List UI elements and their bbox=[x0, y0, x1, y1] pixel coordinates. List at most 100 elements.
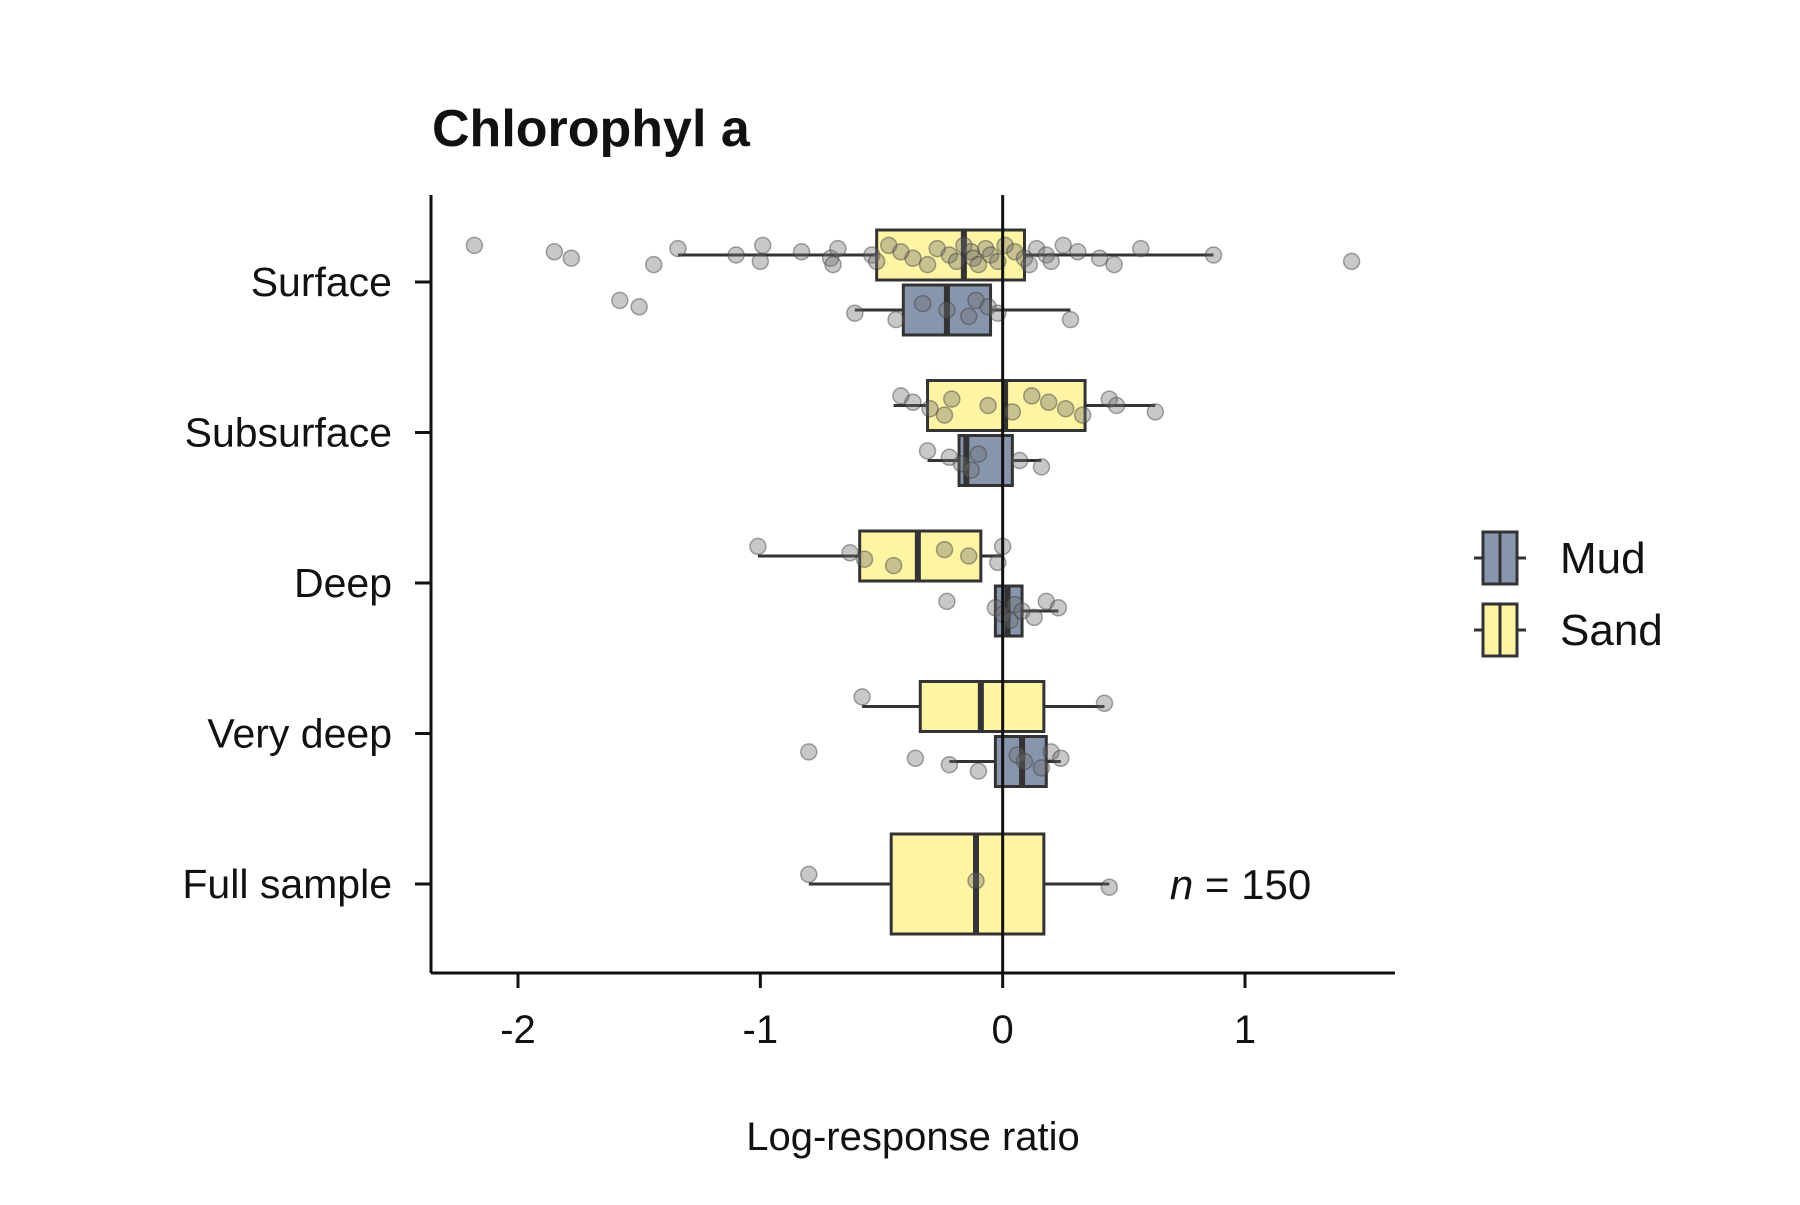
point-sand-full-sample bbox=[800, 865, 818, 884]
point-sand-surface bbox=[562, 249, 581, 267]
point-mud-deep bbox=[1037, 592, 1056, 611]
y-tick-label-full-sample: Full sample bbox=[182, 861, 392, 907]
x-axis-title: Log-response ratio bbox=[746, 1115, 1080, 1159]
point-sand-deep bbox=[884, 556, 903, 575]
point-sand-surface bbox=[644, 255, 663, 274]
y-tick-label-subsurface: Subsurface bbox=[185, 410, 392, 456]
point-mud-very-deep bbox=[906, 749, 925, 768]
point-sand-surface bbox=[754, 236, 772, 255]
point-mud-surface bbox=[938, 301, 956, 319]
point-sand-surface bbox=[928, 239, 946, 258]
point-sand-surface bbox=[1105, 255, 1123, 274]
point-mud-subsurface bbox=[940, 448, 959, 467]
box-sand-full-sample bbox=[889, 832, 1046, 936]
point-sand-surface bbox=[1037, 246, 1056, 264]
point-sand-surface bbox=[892, 243, 910, 261]
point-sand-subsurface bbox=[943, 390, 961, 408]
x-tick-label-0: 0 bbox=[992, 1008, 1014, 1052]
point-sand-surface bbox=[981, 246, 1000, 264]
point-sand-surface bbox=[964, 249, 983, 267]
point-sand-surface bbox=[867, 252, 886, 271]
point-sand-deep bbox=[855, 550, 874, 568]
point-mud-very-deep bbox=[1032, 759, 1051, 777]
point-mud-deep bbox=[1049, 599, 1068, 617]
point-sand-subsurface bbox=[1022, 387, 1041, 405]
point-sand-surface bbox=[918, 255, 937, 274]
point-sand-surface bbox=[863, 246, 881, 264]
box-sand-surface bbox=[875, 228, 1026, 282]
point-mud-surface bbox=[959, 307, 978, 326]
legend: Mud Sand bbox=[1474, 530, 1663, 658]
point-mud-subsurface bbox=[918, 442, 937, 460]
point-mud-very-deep bbox=[1015, 752, 1034, 771]
y-tick-label-surface: Surface bbox=[251, 259, 392, 305]
point-sand-surface bbox=[1090, 249, 1109, 267]
point-sand-deep bbox=[749, 537, 767, 556]
point-sand-subsurface bbox=[1107, 396, 1126, 415]
point-mud-surface bbox=[611, 291, 629, 310]
point-sand-surface bbox=[996, 236, 1014, 255]
point-sand-very-deep bbox=[1095, 694, 1114, 713]
point-sand-surface bbox=[1015, 249, 1034, 267]
point-mud-subsurface bbox=[962, 461, 980, 479]
point-sand-surface bbox=[751, 252, 770, 271]
point-sand-surface bbox=[1006, 243, 1024, 261]
point-sand-deep bbox=[841, 544, 859, 562]
point-mud-subsurface bbox=[952, 454, 971, 473]
point-sand-subsurface bbox=[892, 387, 910, 405]
point-mud-surface bbox=[846, 304, 864, 322]
point-mud-subsurface bbox=[1032, 458, 1051, 476]
point-mud-very-deep bbox=[800, 743, 818, 761]
point-mud-very-deep bbox=[969, 762, 988, 780]
point-mud-deep bbox=[938, 592, 956, 611]
annotation-value: = 150 bbox=[1193, 861, 1311, 908]
point-sand-surface bbox=[969, 255, 988, 274]
point-mud-surface bbox=[887, 310, 905, 329]
point-sand-surface bbox=[545, 243, 564, 261]
point-sand-surface bbox=[1342, 252, 1361, 271]
point-sand-surface bbox=[880, 236, 898, 255]
point-sand-surface bbox=[940, 246, 959, 264]
point-sand-surface bbox=[669, 239, 687, 258]
point-sand-surface bbox=[955, 236, 973, 255]
point-mud-surface bbox=[979, 298, 997, 316]
point-sand-surface bbox=[1020, 255, 1039, 274]
point-sand-surface bbox=[824, 255, 842, 274]
x-tick-label--1: -1 bbox=[743, 1008, 779, 1052]
point-sand-surface bbox=[1069, 243, 1087, 261]
point-sand-surface bbox=[962, 243, 980, 261]
point-mud-deep bbox=[1025, 608, 1043, 627]
point-sand-surface bbox=[821, 249, 840, 267]
point-mud-very-deep bbox=[940, 755, 959, 774]
point-sand-subsurface bbox=[1003, 403, 1022, 421]
x-tick-label--2: -2 bbox=[500, 1008, 536, 1052]
point-mud-deep bbox=[1013, 602, 1031, 620]
point-sand-surface bbox=[727, 246, 745, 264]
point-mud-subsurface bbox=[1010, 451, 1029, 470]
point-mud-very-deep bbox=[1042, 743, 1060, 761]
point-sand-subsurface bbox=[1039, 393, 1058, 412]
point-sand-subsurface bbox=[1146, 403, 1165, 421]
point-sand-subsurface bbox=[1073, 406, 1092, 424]
point-sand-full-sample bbox=[1100, 878, 1119, 896]
chart-title: Chlorophyl a bbox=[432, 100, 751, 158]
point-sand-surface bbox=[947, 252, 966, 271]
legend-mud-label: Mud bbox=[1560, 534, 1646, 583]
legend-sand-label: Sand bbox=[1560, 606, 1663, 655]
point-sand-subsurface bbox=[1056, 399, 1075, 418]
point-sand-very-deep bbox=[853, 688, 871, 706]
point-sand-subsurface bbox=[921, 399, 939, 418]
point-mud-surface bbox=[630, 298, 648, 316]
point-mud-surface bbox=[967, 291, 985, 310]
point-sand-surface bbox=[1042, 252, 1060, 271]
point-sand-surface bbox=[904, 249, 922, 267]
point-mud-surface bbox=[913, 294, 932, 313]
point-mud-very-deep bbox=[1052, 749, 1070, 768]
point-mud-deep bbox=[1006, 595, 1024, 614]
point-sand-deep bbox=[959, 547, 978, 565]
point-sand-surface bbox=[1027, 239, 1046, 258]
point-sand-surface bbox=[829, 239, 847, 258]
y-tick-label-very-deep: Very deep bbox=[207, 711, 392, 757]
y-tick-label-deep: Deep bbox=[294, 560, 392, 606]
